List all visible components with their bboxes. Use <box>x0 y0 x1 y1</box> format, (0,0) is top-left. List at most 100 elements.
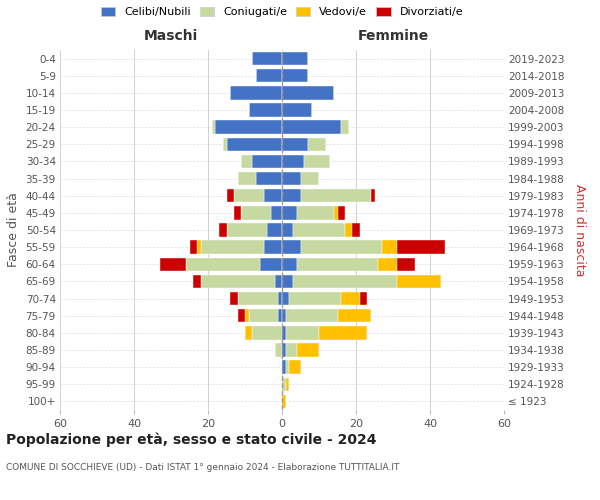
Bar <box>245 309 249 322</box>
Bar <box>234 189 263 202</box>
Y-axis label: Anni di nascita: Anni di nascita <box>573 184 586 276</box>
Bar <box>282 52 308 66</box>
Bar <box>227 189 234 202</box>
Bar <box>352 224 360 236</box>
Bar <box>301 240 382 254</box>
Bar <box>282 394 286 408</box>
Bar <box>282 240 301 254</box>
Bar <box>249 104 282 117</box>
Bar <box>278 309 282 322</box>
Bar <box>289 292 341 306</box>
Bar <box>308 138 326 151</box>
Bar <box>341 120 349 134</box>
Bar <box>275 274 282 288</box>
Bar <box>360 292 367 306</box>
Bar <box>263 240 282 254</box>
Bar <box>238 309 245 322</box>
Bar <box>200 240 263 254</box>
Bar <box>267 224 282 236</box>
Bar <box>223 138 227 151</box>
Bar <box>282 206 297 220</box>
Bar <box>293 224 345 236</box>
Bar <box>227 138 282 151</box>
Bar <box>334 206 337 220</box>
Bar <box>215 120 282 134</box>
Bar <box>212 120 215 134</box>
Bar <box>397 274 441 288</box>
Bar <box>282 104 311 117</box>
Bar <box>186 258 260 271</box>
Bar <box>286 326 319 340</box>
Bar <box>378 258 397 271</box>
Bar <box>193 274 200 288</box>
Bar <box>301 172 319 186</box>
Bar <box>190 240 197 254</box>
Bar <box>371 189 374 202</box>
Legend: Celibi/Nubili, Coniugati/e, Vedovi/e, Divorziati/e: Celibi/Nubili, Coniugati/e, Vedovi/e, Di… <box>97 2 467 22</box>
Bar <box>200 274 275 288</box>
Text: Maschi: Maschi <box>144 29 198 43</box>
Bar <box>341 292 360 306</box>
Bar <box>230 86 282 100</box>
Y-axis label: Fasce di età: Fasce di età <box>7 192 20 268</box>
Text: Femmine: Femmine <box>358 29 428 43</box>
Bar <box>256 69 282 82</box>
Bar <box>282 189 301 202</box>
Bar <box>234 206 241 220</box>
Bar <box>397 240 445 254</box>
Bar <box>282 154 304 168</box>
Bar <box>197 240 200 254</box>
Bar <box>241 206 271 220</box>
Bar <box>238 172 256 186</box>
Bar <box>319 326 367 340</box>
Bar <box>253 326 282 340</box>
Bar <box>256 172 282 186</box>
Bar <box>282 86 334 100</box>
Bar <box>337 309 371 322</box>
Bar <box>245 326 253 340</box>
Bar <box>301 189 371 202</box>
Bar <box>286 378 289 391</box>
Bar <box>282 309 286 322</box>
Bar <box>271 206 282 220</box>
Bar <box>282 120 341 134</box>
Bar <box>282 344 286 356</box>
Bar <box>282 378 286 391</box>
Bar <box>275 344 282 356</box>
Bar <box>278 292 282 306</box>
Bar <box>304 154 330 168</box>
Bar <box>249 309 278 322</box>
Bar <box>282 326 286 340</box>
Bar <box>263 189 282 202</box>
Bar <box>282 224 293 236</box>
Bar <box>297 344 319 356</box>
Bar <box>260 258 282 271</box>
Bar <box>286 344 297 356</box>
Bar <box>397 258 415 271</box>
Bar <box>282 69 308 82</box>
Bar <box>282 172 301 186</box>
Bar <box>253 52 282 66</box>
Bar <box>282 258 297 271</box>
Bar <box>345 224 352 236</box>
Bar <box>337 206 345 220</box>
Text: COMUNE DI SOCCHIEVE (UD) - Dati ISTAT 1° gennaio 2024 - Elaborazione TUTTITALIA.: COMUNE DI SOCCHIEVE (UD) - Dati ISTAT 1°… <box>6 462 400 471</box>
Bar <box>282 360 286 374</box>
Bar <box>382 240 397 254</box>
Bar <box>282 274 293 288</box>
Bar <box>160 258 186 271</box>
Text: Popolazione per età, sesso e stato civile - 2024: Popolazione per età, sesso e stato civil… <box>6 432 377 447</box>
Bar <box>238 292 278 306</box>
Bar <box>282 138 308 151</box>
Bar <box>230 292 238 306</box>
Bar <box>282 292 289 306</box>
Bar <box>253 154 282 168</box>
Bar <box>297 206 334 220</box>
Bar <box>227 224 267 236</box>
Bar <box>293 274 397 288</box>
Bar <box>241 154 253 168</box>
Bar <box>286 309 337 322</box>
Bar <box>286 360 289 374</box>
Bar <box>219 224 227 236</box>
Bar <box>297 258 378 271</box>
